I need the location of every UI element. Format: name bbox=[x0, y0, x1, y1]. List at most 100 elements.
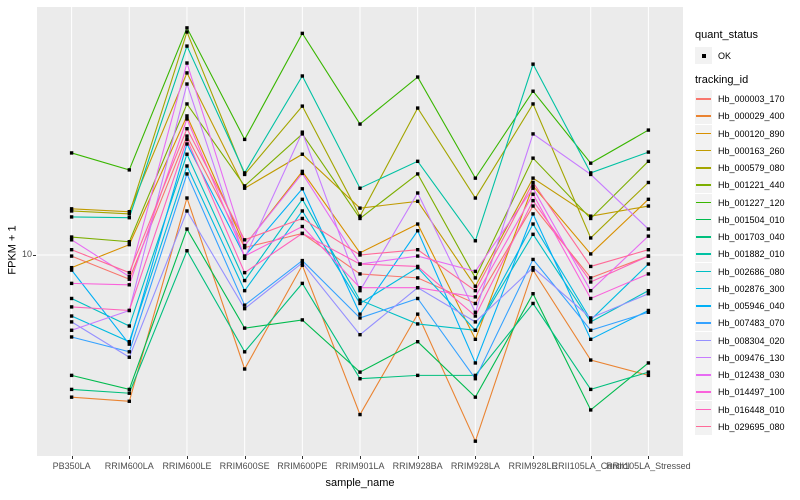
data-point-icon bbox=[531, 232, 535, 237]
legend-title-quant-status: quant_status bbox=[695, 29, 758, 41]
data-point-icon bbox=[589, 276, 593, 280]
data-point-icon bbox=[473, 310, 478, 314]
legend-label-Hb_000003_170: Hb_000003_170 bbox=[718, 94, 785, 104]
data-point-icon bbox=[531, 186, 535, 190]
data-point-icon bbox=[415, 191, 420, 195]
data-point-icon bbox=[589, 337, 593, 342]
data-point-icon bbox=[69, 265, 74, 270]
data-point-icon bbox=[69, 373, 74, 378]
data-point-icon bbox=[127, 215, 131, 220]
data-point-icon bbox=[646, 159, 651, 164]
data-point-icon bbox=[185, 209, 189, 213]
legend-label-Hb_001882_010: Hb_001882_010 bbox=[718, 249, 785, 260]
x-tick-label-RRII105LA_Stressed: RRII105LA_Stressed bbox=[606, 461, 691, 471]
legend-label-Hb_012438_030: Hb_012438_030 bbox=[718, 370, 785, 380]
data-point-icon bbox=[415, 254, 420, 258]
data-point-icon bbox=[531, 62, 535, 66]
data-point-icon bbox=[358, 216, 362, 221]
data-point-icon bbox=[358, 272, 362, 276]
x-tick-mark bbox=[590, 456, 592, 459]
data-point-icon bbox=[531, 180, 535, 185]
data-point-icon bbox=[127, 308, 131, 313]
data-point-icon bbox=[646, 308, 651, 313]
legend-key-Hb_000003_170 bbox=[695, 90, 712, 107]
data-point-icon bbox=[358, 377, 362, 381]
data-point-icon bbox=[127, 355, 131, 359]
data-point-icon bbox=[300, 130, 305, 134]
data-point-icon bbox=[242, 238, 247, 242]
y-tick-label-10: 10 bbox=[21, 249, 32, 259]
legend: quant_status OK tracking_id Hb_000003_17… bbox=[692, 0, 800, 500]
data-point-icon bbox=[69, 151, 74, 155]
data-point-icon bbox=[415, 285, 420, 290]
legend-label-Hb_016448_010: Hb_016448_010 bbox=[718, 404, 785, 415]
data-point-icon bbox=[300, 197, 305, 202]
legend-title-tracking-id: tracking_id bbox=[695, 74, 749, 86]
data-point-icon bbox=[242, 137, 247, 142]
data-point-icon bbox=[473, 239, 478, 243]
data-point-icon bbox=[358, 332, 362, 337]
data-point-icon bbox=[473, 377, 478, 381]
data-point-icon bbox=[242, 367, 247, 371]
legend-key-Hb_007483_070 bbox=[695, 314, 712, 332]
data-point-icon bbox=[127, 210, 131, 214]
data-point-icon bbox=[473, 295, 478, 299]
legend-label-Hb_000163_260: Hb_000163_260 bbox=[718, 145, 785, 156]
data-point-icon bbox=[473, 328, 478, 332]
data-point-icon bbox=[589, 288, 593, 293]
legend-key-Hb_001504_010 bbox=[695, 210, 712, 228]
series-points bbox=[69, 26, 651, 443]
data-point-icon bbox=[69, 268, 74, 272]
legend-line-icon bbox=[696, 425, 711, 428]
legend-key-Hb_002876_300 bbox=[695, 279, 712, 297]
legend-line-icon bbox=[696, 322, 711, 324]
legend-label-Hb_002876_300: Hb_002876_300 bbox=[718, 283, 785, 294]
legend-key-Hb_000029_400 bbox=[695, 107, 712, 125]
legend-label-Hb_008304_020: Hb_008304_020 bbox=[718, 335, 785, 346]
legend-key-Hb_002686_080 bbox=[695, 262, 712, 280]
data-point-icon bbox=[242, 303, 247, 307]
x-tick-label-RRII105LA_Control: RRII105LA_Control bbox=[551, 461, 630, 471]
data-point-icon bbox=[300, 169, 305, 174]
data-point-icon bbox=[531, 265, 535, 270]
data-point-icon bbox=[69, 387, 74, 392]
data-point-icon bbox=[127, 274, 131, 279]
data-point-icon bbox=[300, 104, 305, 108]
data-point-icon bbox=[358, 298, 362, 302]
data-point-icon bbox=[242, 350, 247, 354]
data-point-icon bbox=[589, 236, 593, 240]
data-point-icon bbox=[300, 171, 305, 176]
data-point-icon bbox=[531, 132, 535, 136]
legend-key-Hb_001227_120 bbox=[695, 193, 712, 211]
chart-canvas bbox=[37, 7, 683, 456]
legend-label-Hb_001504_010: Hb_001504_010 bbox=[718, 214, 785, 225]
data-point-icon bbox=[69, 215, 74, 219]
data-point-icon bbox=[589, 296, 593, 301]
data-point-icon bbox=[531, 204, 535, 208]
data-point-icon bbox=[415, 296, 420, 301]
data-point-icon bbox=[185, 26, 189, 30]
legend-label-Hb_000120_890: Hb_000120_890 bbox=[718, 128, 785, 139]
data-point-icon bbox=[69, 320, 74, 324]
data-point-icon bbox=[127, 339, 131, 344]
legend-label-Hb_014497_100: Hb_014497_100 bbox=[718, 387, 785, 398]
data-point-icon bbox=[242, 278, 247, 283]
data-point-icon bbox=[415, 229, 420, 233]
data-point-icon bbox=[473, 373, 478, 378]
legend-label-Hb_005946_040: Hb_005946_040 bbox=[718, 301, 785, 311]
data-point-icon bbox=[242, 184, 247, 188]
data-point-icon bbox=[242, 288, 247, 293]
x-tick-label-RRIM600LE: RRIM600LE bbox=[162, 461, 212, 471]
data-point-icon bbox=[589, 216, 593, 221]
x-tick-mark bbox=[244, 456, 246, 459]
legend-label-Hb_007483_070: Hb_007483_070 bbox=[718, 318, 785, 329]
data-point-icon bbox=[185, 249, 189, 253]
data-point-icon bbox=[531, 268, 535, 272]
data-point-icon bbox=[69, 209, 74, 213]
data-point-icon bbox=[300, 152, 305, 156]
data-point-icon bbox=[473, 288, 478, 293]
data-point-icon bbox=[185, 114, 189, 118]
data-point-icon bbox=[242, 254, 247, 258]
legend-line-icon bbox=[696, 287, 711, 290]
data-point-icon bbox=[589, 172, 593, 177]
